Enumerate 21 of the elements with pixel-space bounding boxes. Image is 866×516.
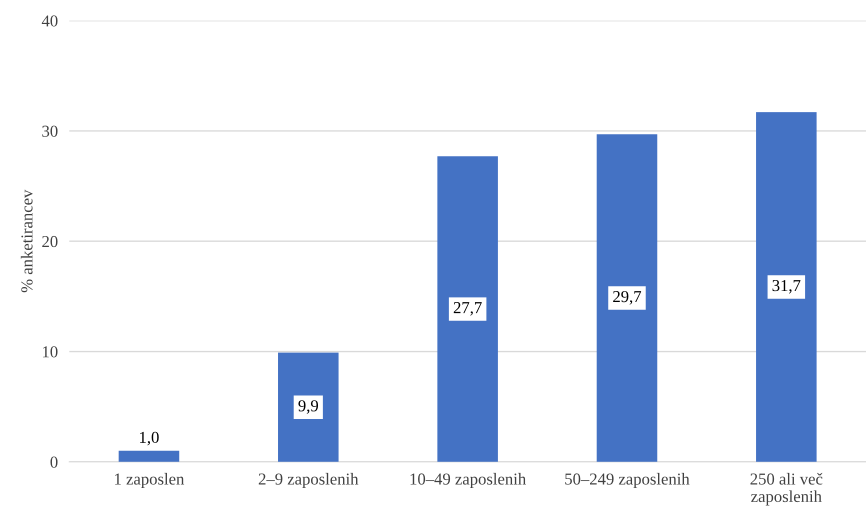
data-label: 1,0 (140, 432, 159, 446)
x-tick-label: 250 ali več zaposlenih (750, 472, 822, 506)
y-tick-label: 10 (42, 346, 58, 358)
x-tick-label: 50–249 zaposlenih (565, 472, 690, 488)
x-tick-label: 10–49 zaposlenih (410, 472, 526, 488)
y-tick-label: 20 (42, 236, 58, 248)
y-tick-label: 40 (42, 15, 58, 27)
bar (118, 450, 180, 462)
y-tick-label: 30 (42, 126, 58, 137)
y-tick-label: 0 (50, 456, 58, 468)
y-axis-title: % anketirancev (20, 190, 33, 292)
bar (756, 112, 817, 462)
bar (278, 352, 339, 462)
x-tick-label: 1 zaposlen (115, 472, 184, 488)
data-label: 27,7 (454, 302, 482, 316)
x-tick-label: 2–9 zaposlenih (258, 472, 358, 488)
data-label: 29,7 (613, 291, 642, 305)
bar (437, 156, 498, 462)
bar (596, 134, 658, 462)
data-label: 9,9 (298, 400, 318, 414)
data-label: 31,7 (772, 280, 800, 294)
